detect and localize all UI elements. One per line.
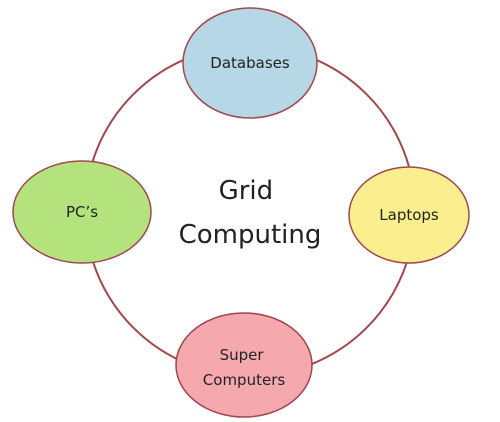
node-laptops-label: Laptops <box>379 206 439 224</box>
node-pcs-shape <box>12 160 152 264</box>
node-pcs: PC’s <box>12 160 152 264</box>
center-title-line: Grid <box>219 176 274 206</box>
node-pcs-label: PC’s <box>66 203 98 221</box>
node-databases-shape <box>182 7 318 119</box>
node-laptops-label-line: Laptops <box>379 206 439 224</box>
node-super-computers-label-line: Super <box>220 346 265 364</box>
node-databases-label-line: Databases <box>210 54 290 72</box>
node-super-computers: Super Computers <box>175 312 313 418</box>
node-databases: Databases <box>182 7 318 119</box>
node-super-computers-shape <box>175 312 313 418</box>
node-laptops: Laptops <box>348 166 470 264</box>
node-databases-label: Databases <box>210 54 290 72</box>
node-pcs-label-line: PC’s <box>66 203 98 221</box>
node-laptops-shape <box>348 166 470 264</box>
node-super-computers-label-line: Computers <box>203 371 286 389</box>
center-title: Grid Computing <box>179 176 322 250</box>
center-title-line: Computing <box>179 220 322 250</box>
node-super-computers-label: Super Computers <box>203 346 286 389</box>
